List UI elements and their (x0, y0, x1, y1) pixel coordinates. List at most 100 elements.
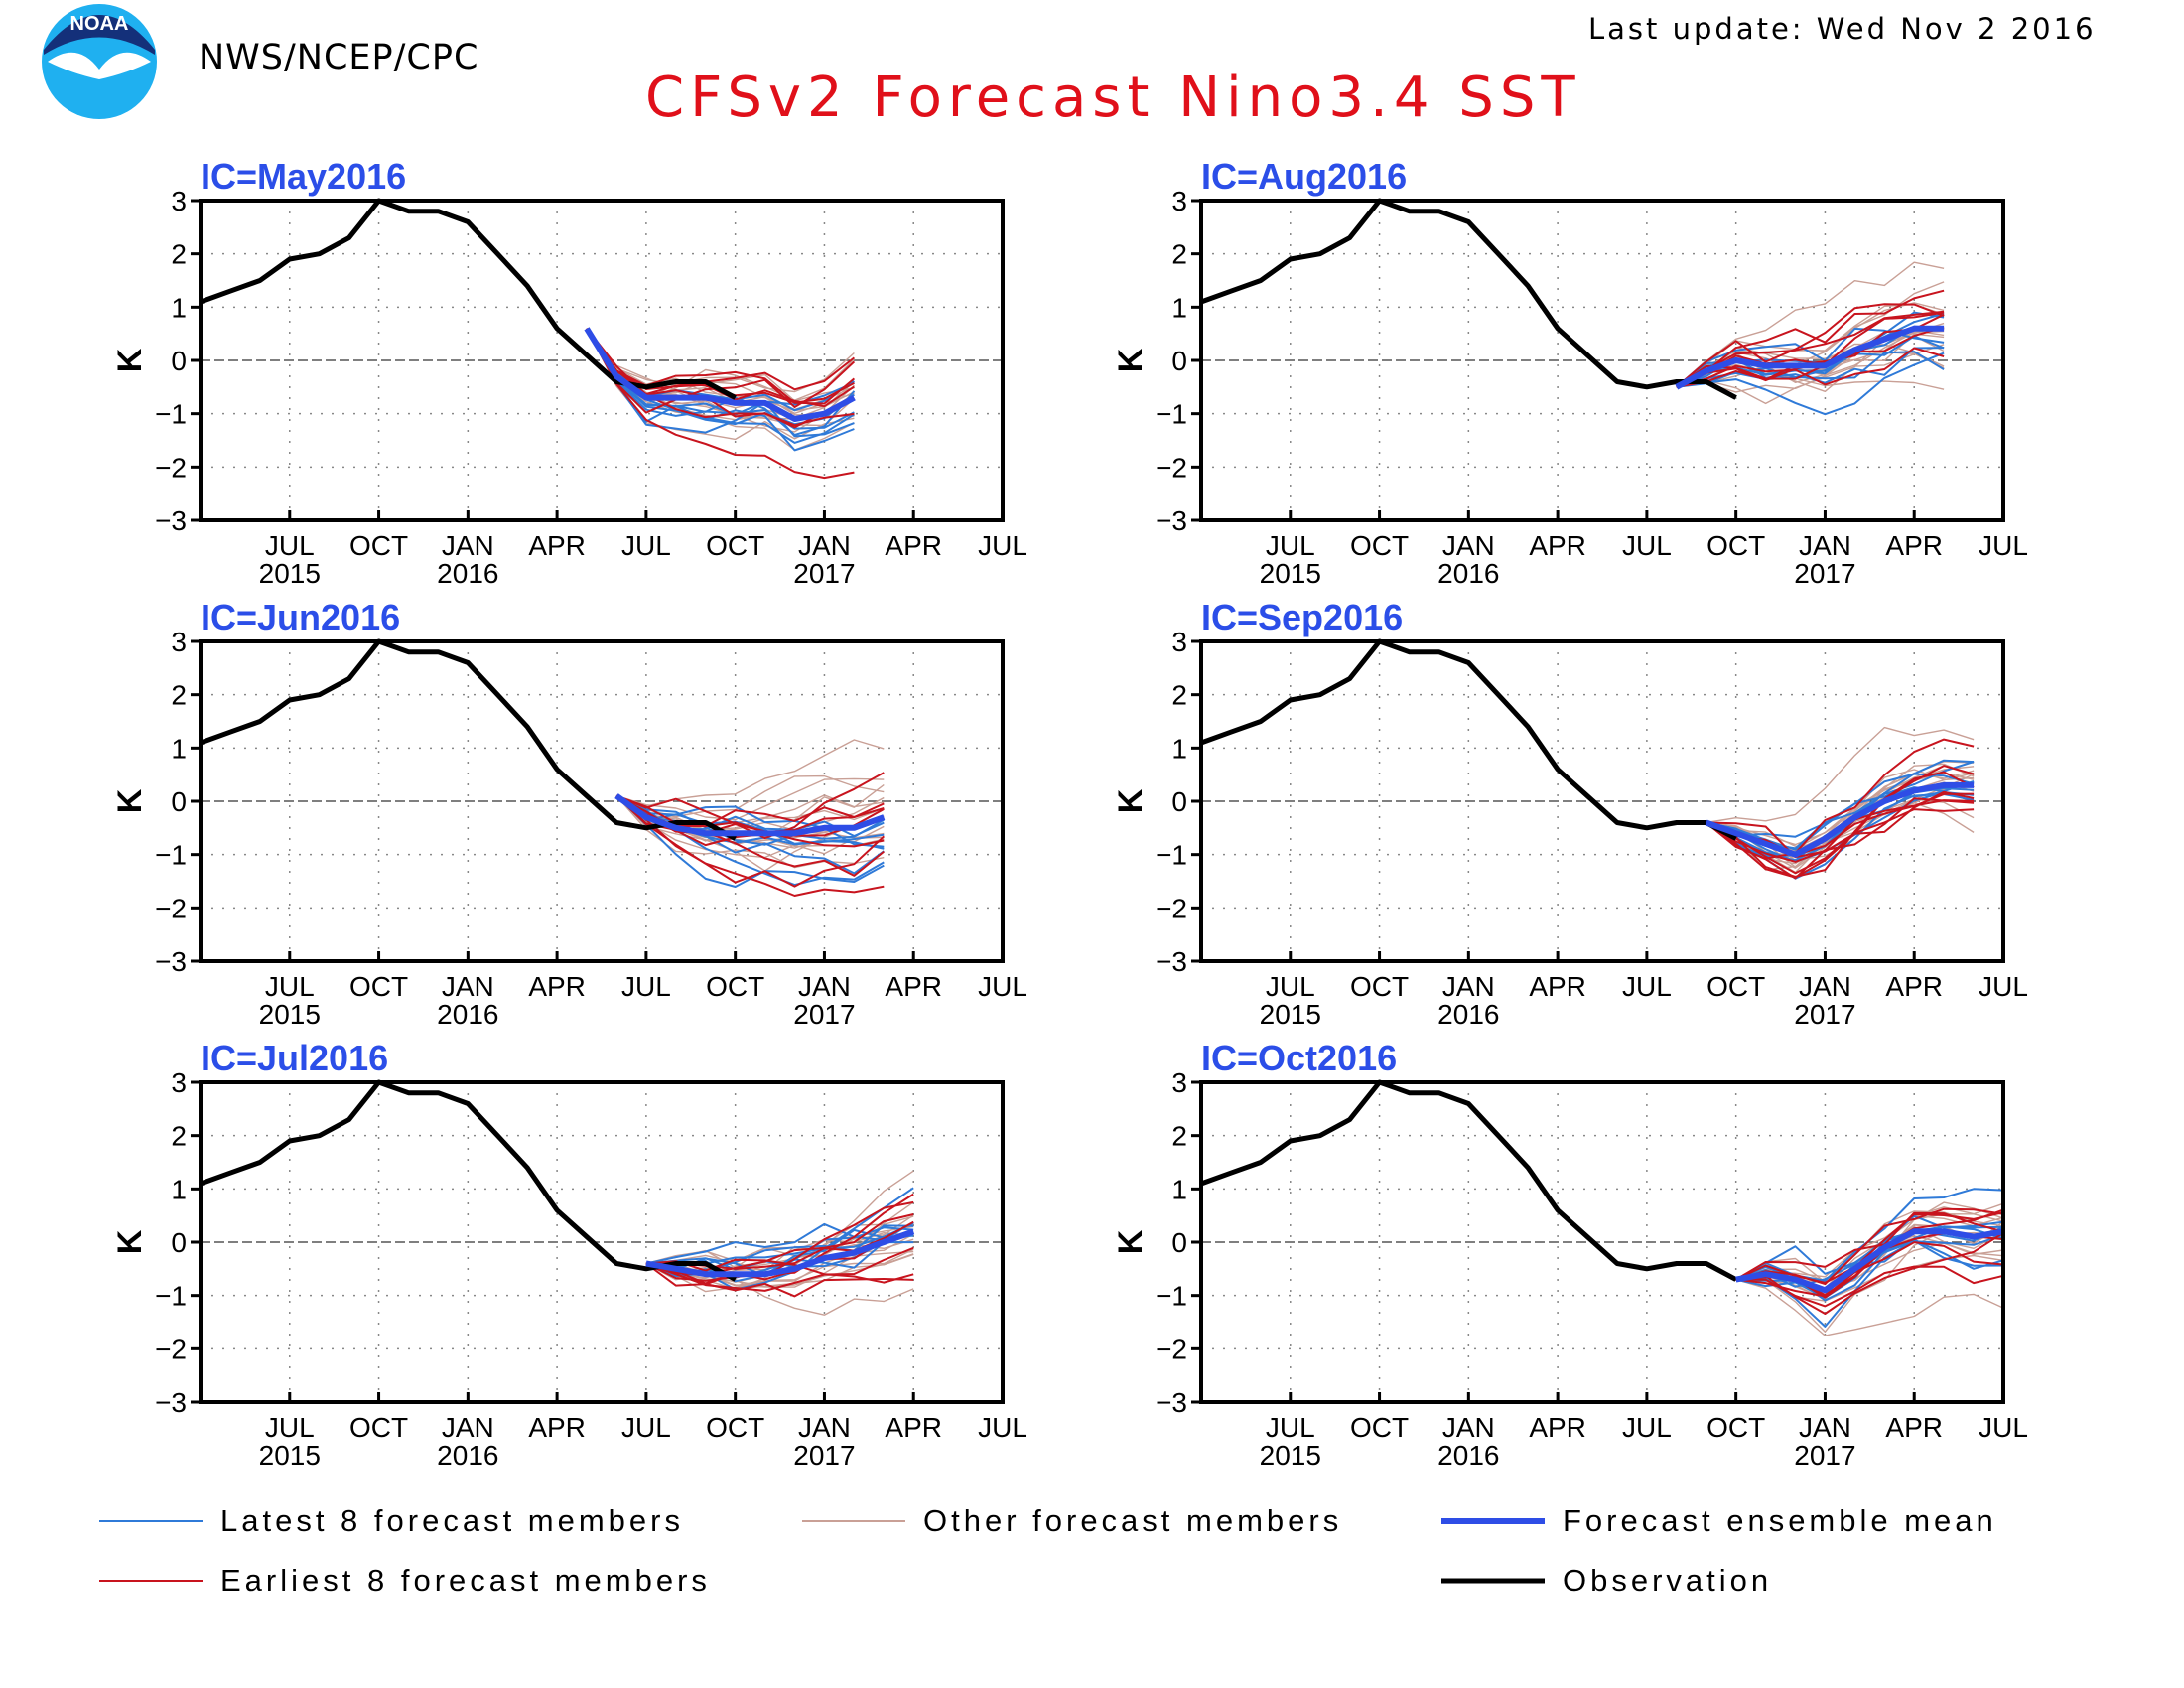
chart-title: CFSv2 Forecast Nino3.4 SST (645, 66, 1581, 130)
other-member-line (615, 795, 885, 834)
x-month-label: JUL (265, 971, 315, 1002)
other-member-line (1735, 1214, 2004, 1290)
legend: Latest 8 forecast members Other forecast … (99, 1503, 1997, 1598)
other-member-line (1706, 770, 1975, 857)
other-member-line (615, 777, 885, 821)
x-year-label: 2016 (1437, 999, 1499, 1030)
x-month-label: OCT (1350, 530, 1409, 561)
ensemble-mean-line (584, 327, 856, 422)
y-tick-label: −3 (155, 1387, 187, 1418)
x-month-label: JUL (1266, 971, 1315, 1002)
other-member-line (1676, 322, 1945, 388)
earliest-member-line (586, 328, 856, 414)
latest-member-line (615, 794, 885, 888)
x-month-label: JUL (265, 1412, 315, 1443)
earliest-member-line (586, 328, 856, 395)
plot-frame (199, 199, 1005, 522)
earliest-member-line (586, 328, 855, 480)
panel-title: IC=Jul2016 (201, 1038, 388, 1078)
x-year-label: 2016 (437, 999, 498, 1030)
x-month-label: OCT (349, 1412, 408, 1443)
earliest-member-line (1706, 771, 1975, 878)
latest-member-line (615, 794, 885, 850)
legend-mean-label: Forecast ensemble mean (1563, 1503, 1997, 1538)
legend-earliest-label: Earliest 8 forecast members (220, 1563, 711, 1598)
y-tick-label: −3 (1156, 946, 1187, 977)
earliest-member-line (586, 328, 856, 405)
x-year-label: 2017 (1794, 999, 1855, 1030)
x-month-label: APR (1885, 530, 1943, 561)
observation-line (1200, 198, 1737, 400)
other-member-line (1676, 261, 1945, 388)
x-year-label: 2017 (1794, 1440, 1855, 1471)
other-member-line (1676, 344, 1945, 388)
other-member-line (1735, 1225, 2004, 1301)
y-tick-label: 2 (1171, 239, 1187, 270)
other-member-line (1676, 328, 1945, 388)
other-member-line (586, 328, 855, 411)
y-tick-label: 0 (171, 1227, 187, 1258)
earliest-member-line (1735, 1211, 2004, 1281)
latest-member-line (1706, 790, 1975, 858)
panel-title: IC=Sep2016 (1201, 597, 1403, 637)
logo-text: NOAA (70, 13, 129, 35)
other-member-line (1706, 798, 1975, 861)
other-member-line (1676, 281, 1945, 388)
latest-member-line (586, 328, 855, 416)
y-tick-label: −2 (1156, 1334, 1187, 1364)
other-member-line (1706, 772, 1975, 852)
y-tick-label: 3 (1171, 1067, 1187, 1098)
latest-member-line (1676, 352, 1945, 416)
observation-line (200, 198, 737, 400)
y-tick-label: −3 (155, 505, 187, 536)
x-month-label: JAN (1799, 971, 1851, 1002)
other-member-line (615, 774, 885, 818)
latest-member-line (1676, 335, 1945, 388)
x-month-label: JUL (1622, 1412, 1672, 1443)
other-member-line (586, 328, 855, 412)
latest-member-line (1706, 773, 1975, 851)
x-month-label: OCT (1350, 971, 1409, 1002)
x-month-label: APR (885, 1412, 942, 1443)
ensemble-mean-line (614, 793, 886, 837)
other-member-line (645, 1250, 914, 1288)
latest-member-line (1676, 325, 1945, 388)
y-tick-label: −2 (155, 893, 187, 923)
x-month-label: APR (1529, 530, 1586, 561)
x-month-label: JAN (1799, 1412, 1851, 1443)
other-member-line (586, 328, 855, 420)
latest-member-line (645, 1228, 914, 1283)
latest-member-line (1706, 759, 1975, 862)
earliest-member-line (1735, 1211, 2004, 1284)
other-member-line (615, 783, 885, 846)
other-member-line (615, 795, 885, 849)
other-member-line (1735, 1223, 2004, 1283)
other-member-line (1735, 1225, 2004, 1333)
x-month-label: JUL (1266, 1412, 1315, 1443)
latest-member-line (586, 328, 855, 452)
latest-member-line (645, 1224, 914, 1276)
other-member-line (615, 795, 885, 839)
earliest-member-line (1706, 765, 1975, 859)
y-tick-label: −1 (1156, 399, 1187, 430)
latest-member-line (586, 328, 856, 436)
earliest-member-line (1676, 327, 1945, 388)
latest-member-line (586, 328, 855, 412)
latest-member-line (645, 1187, 914, 1267)
earliest-member-line (615, 794, 885, 848)
other-member-line (615, 795, 885, 831)
x-month-label: JUL (621, 1412, 671, 1443)
plot-frame (1199, 199, 2005, 522)
other-member-line (1706, 769, 1975, 871)
x-month-label: APR (528, 1412, 586, 1443)
earliest-member-line (615, 794, 885, 828)
earliest-member-line (1676, 347, 1945, 388)
x-year-label: 2016 (437, 558, 498, 589)
earliest-member-line (645, 1246, 914, 1292)
panel-title: IC=Aug2016 (1201, 156, 1407, 197)
x-month-label: JUL (1622, 530, 1672, 561)
other-member-line (615, 794, 885, 842)
earliest-member-line (1735, 1241, 2004, 1298)
other-member-line (1706, 781, 1975, 868)
